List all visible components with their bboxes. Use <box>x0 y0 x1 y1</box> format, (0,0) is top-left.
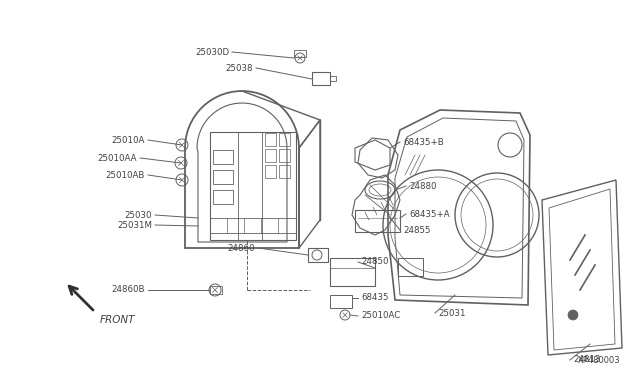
Text: 25031M: 25031M <box>117 221 152 230</box>
Bar <box>279 133 290 146</box>
Text: 25010AC: 25010AC <box>361 311 400 321</box>
Bar <box>330 295 352 308</box>
Text: 24860B: 24860B <box>111 285 145 295</box>
Bar <box>265 133 276 146</box>
Text: 68435+B: 68435+B <box>403 138 444 147</box>
Bar <box>265 149 276 162</box>
Bar <box>308 248 328 262</box>
Text: 24850: 24850 <box>361 257 388 266</box>
Text: 24813: 24813 <box>573 356 600 365</box>
Bar <box>279 149 290 162</box>
Bar <box>210 218 296 233</box>
Text: 25031: 25031 <box>438 308 465 317</box>
Bar <box>330 76 336 81</box>
Bar <box>294 50 306 57</box>
Text: 24880: 24880 <box>409 182 436 190</box>
Text: 68435+A: 68435+A <box>409 209 450 218</box>
Text: 68435: 68435 <box>361 294 388 302</box>
Text: 25010AB: 25010AB <box>106 170 145 180</box>
Bar <box>213 150 233 164</box>
Text: 25038: 25038 <box>225 64 253 73</box>
Circle shape <box>568 310 578 320</box>
Text: FRONT: FRONT <box>100 315 136 325</box>
Bar <box>355 210 400 232</box>
Bar <box>213 170 233 184</box>
Text: 25010AA: 25010AA <box>97 154 137 163</box>
Bar <box>210 132 296 240</box>
Text: XP480003: XP480003 <box>577 356 620 365</box>
Bar <box>312 72 330 85</box>
Bar <box>330 258 375 286</box>
Bar <box>398 258 423 276</box>
Bar <box>265 165 276 178</box>
Text: 25010A: 25010A <box>111 135 145 144</box>
Bar <box>210 286 222 294</box>
Text: 24860: 24860 <box>227 244 255 253</box>
Text: 24855: 24855 <box>403 225 431 234</box>
Text: 25030D: 25030D <box>195 48 229 57</box>
Text: 25030: 25030 <box>125 211 152 219</box>
Bar <box>279 165 290 178</box>
Bar <box>213 190 233 204</box>
